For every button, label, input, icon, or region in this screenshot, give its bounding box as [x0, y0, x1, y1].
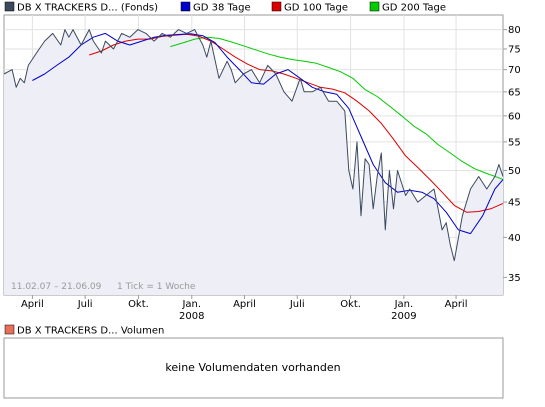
- x-tick-label: Okt.: [340, 299, 361, 310]
- price-area: [4, 29, 503, 295]
- x-tick-year-label: 2009: [391, 311, 416, 322]
- legend-swatch-fonds: [4, 1, 15, 12]
- price-line: [3, 29, 504, 262]
- x-tick-year-label: 2008: [179, 311, 204, 322]
- y-tick-label: 50: [508, 166, 521, 177]
- x-tick-label: Juli: [77, 299, 93, 310]
- legend-swatch-gd100: [271, 1, 282, 12]
- price-area-fill: [4, 29, 503, 295]
- legend-swatch-gd200: [369, 1, 380, 12]
- gd200-line: [170, 36, 504, 181]
- tick-interval-label: 1 Tick = 1 Woche: [117, 282, 196, 292]
- y-tick-label: 70: [508, 65, 521, 76]
- y-tick-label: 75: [508, 44, 521, 55]
- date-range-label: 11.02.07 – 21.06.09: [11, 282, 102, 292]
- x-tick-label: April: [21, 299, 44, 310]
- y-axis-ticks: 35 40 45 50 55 60 65 70 75 80: [503, 25, 521, 284]
- y-tick-label: 65: [508, 87, 521, 98]
- y-tick-label: 55: [508, 137, 521, 148]
- x-tick-label: Jan.: [394, 299, 414, 310]
- x-tick-label: April: [445, 299, 468, 310]
- gd38-line: [32, 32, 504, 235]
- y-tick-label: 40: [508, 233, 521, 244]
- y-tick-label: 60: [508, 111, 521, 122]
- x-tick-label: Jan.: [181, 299, 201, 310]
- x-tick-label: April: [233, 299, 256, 310]
- legend-label-volume: DB X TRACKERS D... Volumen: [17, 326, 164, 337]
- volume-panel: [3, 337, 504, 399]
- volume-empty-message: keine Volumendaten vorhanden: [165, 361, 340, 374]
- y-tick-label: 35: [508, 273, 521, 284]
- legend-label-fonds: DB X TRACKERS D... (Fonds): [17, 3, 158, 14]
- legend-label-gd38: GD 38 Tage: [193, 3, 251, 14]
- legend-swatch-volume: [4, 324, 15, 335]
- legend-label-gd100: GD 100 Tage: [284, 3, 348, 14]
- legend-label-gd200: GD 200 Tage: [382, 3, 446, 14]
- y-tick-label: 80: [508, 25, 521, 36]
- legend-swatch-gd38: [180, 1, 191, 12]
- y-tick-label: 45: [508, 198, 521, 209]
- x-tick-label: Okt.: [128, 299, 149, 310]
- x-tick-label: Juli: [289, 299, 305, 310]
- legend-main: DB X TRACKERS D... (Fonds) GD 38 Tage GD…: [4, 1, 446, 14]
- series-lines: [3, 29, 504, 262]
